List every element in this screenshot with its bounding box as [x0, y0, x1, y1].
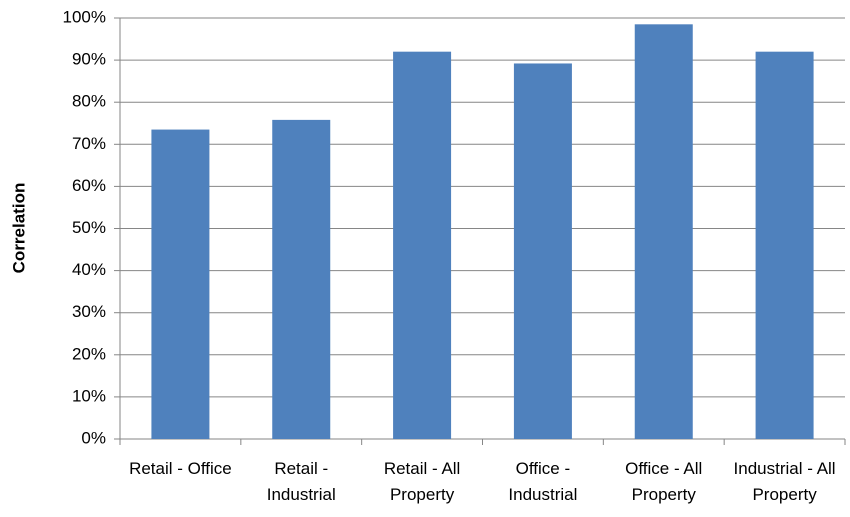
x-tick-label: Office - Industrial: [508, 459, 578, 504]
y-tick-label: 50%: [72, 218, 106, 237]
y-tick-label: 70%: [72, 134, 106, 153]
y-tick-label: 10%: [72, 386, 106, 405]
bar: [272, 119, 331, 439]
y-tick-label: 30%: [72, 302, 106, 321]
y-tick-label: 100%: [63, 7, 106, 26]
y-axis-title: Correlation: [9, 183, 28, 274]
bar: [393, 51, 452, 440]
x-tick-label: Retail - Industrial: [266, 459, 336, 504]
x-tick-label: Retail - Office: [129, 459, 232, 478]
bar: [513, 63, 572, 440]
x-tick-label: Retail - All Property: [383, 459, 461, 504]
y-tick-label: 60%: [72, 176, 106, 195]
y-tick-label: 0%: [81, 428, 106, 447]
y-tick-label: 80%: [72, 92, 106, 111]
bar: [755, 51, 814, 440]
bar: [634, 24, 693, 439]
x-tick-label: Industrial - All Property: [733, 459, 836, 504]
bar: [151, 129, 210, 439]
y-tick-label: 40%: [72, 260, 106, 279]
y-tick-label: 20%: [72, 344, 106, 363]
x-tick-label: Office - All Property: [625, 459, 703, 504]
y-tick-label: 90%: [72, 50, 106, 69]
